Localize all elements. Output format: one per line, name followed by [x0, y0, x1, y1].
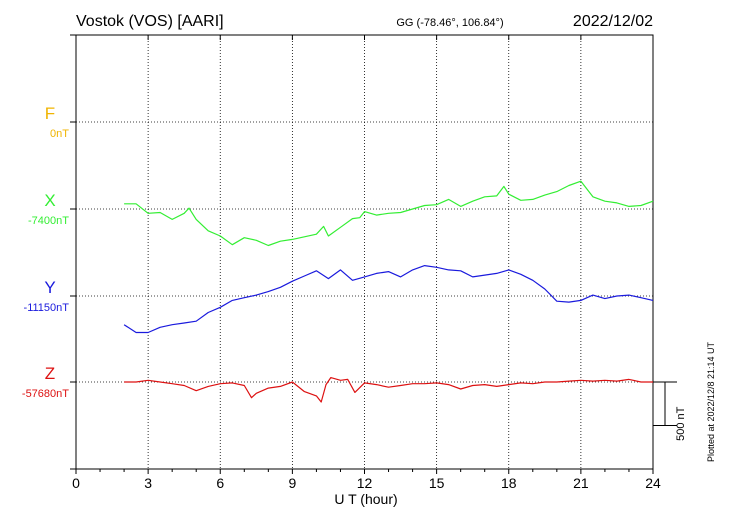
- x-tick-label: 24: [645, 475, 661, 491]
- series-labels: F 0nT X -7400nT Y -11150nT Z -57680nT: [22, 104, 69, 400]
- series-baseline-f: 0nT: [50, 128, 69, 140]
- x-tick-label: 21: [573, 475, 589, 491]
- series-baseline-y: -11150nT: [24, 302, 70, 314]
- series-name-y: Y: [44, 278, 55, 297]
- station-title: Vostok (VOS) [AARI]: [76, 13, 224, 30]
- grid: [70, 34, 653, 470]
- x-tick-label: 6: [216, 475, 224, 491]
- series-line-x: [124, 180, 654, 247]
- series-baseline-x: -7400nT: [28, 215, 69, 227]
- series-line-z: [124, 377, 653, 403]
- x-tick-label: 15: [429, 475, 445, 491]
- series-baseline-z: -57680nT: [22, 388, 69, 400]
- x-tick-label: 3: [144, 475, 152, 491]
- scale-bar: 500 nT: [653, 381, 687, 441]
- series-name-x: X: [44, 191, 55, 210]
- x-tick-label: 0: [72, 475, 80, 491]
- series-name-z: Z: [45, 364, 55, 383]
- x-tick-label: 12: [357, 475, 373, 491]
- x-tick-label: 9: [288, 475, 296, 491]
- scale-bar-label: 500 nT: [675, 406, 687, 441]
- plot-date: 2022/12/02: [573, 13, 653, 30]
- plotted-timestamp: Plotted at 2022/12/8 21:14 UT: [706, 341, 716, 462]
- x-tick-label: 18: [501, 475, 517, 491]
- series-line-y: [123, 265, 654, 334]
- station-coordinates: GG (-78.46°, 106.84°): [396, 17, 503, 29]
- series-layer: [123, 180, 654, 403]
- series-name-f: F: [45, 104, 55, 123]
- x-axis-label: U T (hour): [334, 491, 397, 507]
- x-axis: 0 3 6 9 12 15 18 21 24: [72, 35, 661, 491]
